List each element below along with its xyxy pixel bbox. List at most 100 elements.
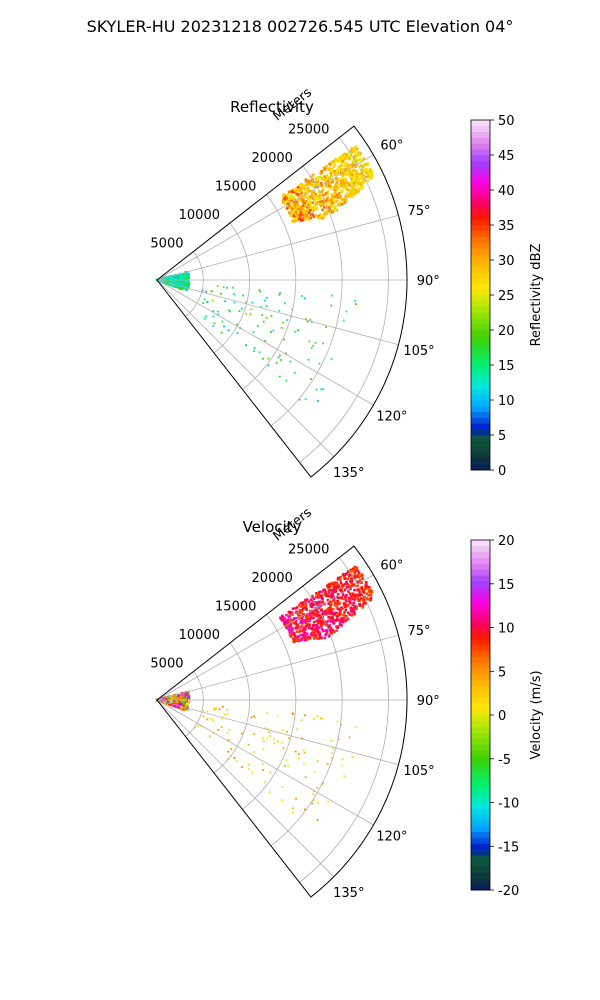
echo-gate <box>308 609 312 613</box>
colorbar-segment <box>471 376 490 383</box>
echo-gate <box>311 184 315 188</box>
echo-gate <box>312 637 316 640</box>
echo-gate <box>169 283 172 286</box>
echo-gate <box>179 277 182 281</box>
echo-gate <box>177 274 180 278</box>
echo-gate <box>323 215 326 218</box>
echo-gate <box>202 715 205 717</box>
range-ring <box>213 222 251 354</box>
echo-gate <box>295 610 298 614</box>
echo-gate <box>326 196 329 199</box>
echo-gate <box>288 204 292 208</box>
echo-gate <box>323 588 327 592</box>
echo-gate <box>306 197 310 201</box>
echo-gate <box>314 612 317 615</box>
echo-gate <box>305 194 308 198</box>
echo-gate <box>340 177 343 181</box>
echo-gate <box>250 771 253 774</box>
echo-gate <box>350 179 354 183</box>
echo-gate <box>320 624 323 628</box>
colorbar-segment <box>471 265 490 273</box>
echo-gate <box>331 201 335 205</box>
echo-gate <box>342 584 345 587</box>
echo-gate <box>333 581 336 584</box>
colorbar-label: Reflectivity dBZ <box>529 244 544 347</box>
echo-gate <box>289 214 293 218</box>
echo-gate <box>223 325 225 328</box>
echo-gate <box>335 193 339 196</box>
colorbar-tick-label: 5 <box>498 665 506 680</box>
echo-gate <box>351 160 355 163</box>
echo-gate <box>296 728 299 731</box>
echo-gate <box>330 632 333 635</box>
echo-gate <box>337 159 340 162</box>
colorbar-segment <box>471 295 490 302</box>
echo-gate <box>289 634 293 638</box>
echo-gate <box>318 634 321 637</box>
echo-gate <box>347 182 351 185</box>
echo-gate <box>299 208 302 212</box>
echo-gate <box>341 159 345 163</box>
colorbar-segment <box>471 446 490 453</box>
echo-gate <box>357 151 360 154</box>
echo-gate <box>183 271 187 275</box>
echo-gate <box>278 375 281 378</box>
echo-gate <box>308 626 311 630</box>
echo-gate <box>331 628 335 632</box>
echo-gate <box>327 192 330 195</box>
echo-gate <box>348 601 352 605</box>
colorbar-segment <box>471 598 490 605</box>
echo-gate <box>181 273 184 276</box>
echo-gate <box>318 213 322 216</box>
echo-gate <box>331 582 335 586</box>
echo-gate <box>338 156 341 159</box>
echo-gate <box>304 808 306 811</box>
echo-gate <box>301 183 305 186</box>
echo-gate <box>306 206 309 209</box>
colorbar-segment <box>471 225 490 232</box>
echo-gate <box>339 184 343 188</box>
echo-gate <box>327 589 331 592</box>
echo-gate <box>312 799 315 802</box>
echo-gate <box>352 148 356 152</box>
echo-gate <box>310 208 313 211</box>
echo-gate <box>344 605 347 609</box>
echo-gate <box>326 181 329 184</box>
echo-gate <box>333 170 336 173</box>
echo-gate <box>257 325 259 327</box>
echo-gate <box>203 298 206 301</box>
echo-gate <box>298 206 302 209</box>
echo-gate <box>348 613 351 616</box>
colorbar-tick-label: -20 <box>498 884 519 899</box>
colorbar-segment <box>471 790 490 798</box>
echo-gate <box>303 202 306 205</box>
echo-gate <box>292 220 295 223</box>
echo-gate <box>307 358 310 361</box>
echo-gate <box>227 309 230 312</box>
echo-gate <box>347 195 350 199</box>
angular-tick-label: 75° <box>407 204 430 219</box>
echo-gate <box>341 758 344 761</box>
echo-gate <box>318 362 321 365</box>
echo-gate <box>327 178 331 182</box>
echo-gate <box>305 188 309 192</box>
echo-gate <box>302 210 305 214</box>
colorbar-tick-label: 20 <box>498 534 515 549</box>
radial-tick-label: 25000 <box>288 123 329 138</box>
echo-gate <box>322 619 325 622</box>
echo-gate <box>345 153 348 157</box>
echo-gate <box>356 569 360 573</box>
echo-gate <box>348 168 351 171</box>
echo-gate <box>293 203 297 206</box>
echo-gate <box>337 192 341 195</box>
colorbar-tick-label: 10 <box>498 394 515 409</box>
colorbar-segment <box>471 277 490 284</box>
echo-gate <box>332 607 335 611</box>
echo-gate <box>361 165 364 169</box>
echo-gate <box>321 590 325 593</box>
echo-gate <box>177 703 181 706</box>
echo-gate <box>319 590 322 594</box>
echo-gate <box>369 593 372 596</box>
echo-gate <box>347 611 350 614</box>
echo-gate <box>187 282 191 286</box>
